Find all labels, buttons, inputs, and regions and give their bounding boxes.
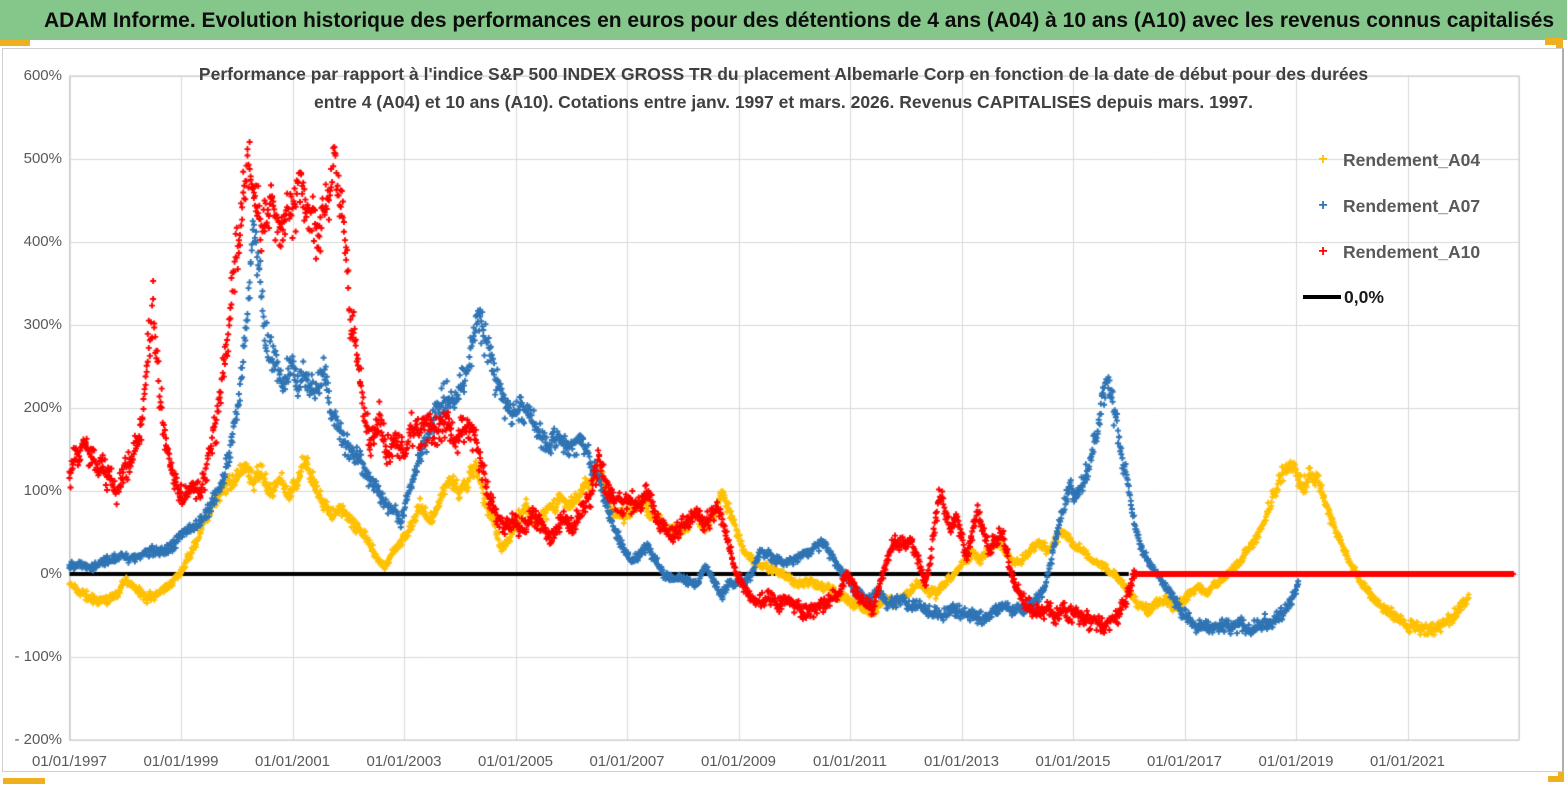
legend-label-a07: Rendement_A07	[1343, 195, 1481, 216]
x-axis-tick-label: 01/01/2007	[589, 753, 665, 770]
y-axis-tick-label: - 100%	[14, 648, 62, 665]
x-axis-tick-label: 01/01/2017	[1146, 753, 1223, 770]
x-axis-tick-label: 01/01/1997	[31, 753, 108, 770]
y-axis-tick-label: 400%	[23, 233, 62, 250]
legend-item-a10[interactable]: + Rendement_A10	[1303, 240, 1480, 264]
y-axis-tick-label: 500%	[23, 150, 62, 167]
x-axis-tick-label: 01/01/2001	[254, 753, 331, 770]
plus-marker-icon: +	[1318, 197, 1328, 214]
x-axis-tick-label: 01/01/2021	[1369, 753, 1446, 770]
y-axis-tick-label: 100%	[23, 482, 62, 499]
x-axis-tick-label: 01/01/2019	[1258, 753, 1334, 770]
legend-label-zero: 0,0%	[1344, 286, 1384, 307]
zero-line-sample-icon	[1303, 295, 1341, 299]
legend-label-a10: Rendement_A10	[1343, 241, 1481, 262]
x-axis-tick-label: 01/01/2005	[477, 753, 554, 770]
legend-label-a04: Rendement_A04	[1343, 149, 1481, 170]
plus-marker-icon: +	[1318, 151, 1328, 168]
y-axis-tick-label: 0%	[40, 565, 62, 582]
legend-item-a04[interactable]: + Rendement_A04	[1303, 148, 1480, 172]
chart-title-line2: entre 4 (A04) et 10 ans (A10). Cotations…	[314, 92, 1253, 112]
y-axis-tick-label: 200%	[23, 399, 62, 416]
x-axis-tick-label: 01/01/2003	[366, 753, 442, 770]
y-axis-tick-label: 300%	[23, 316, 62, 333]
plus-marker-icon: +	[1318, 243, 1328, 260]
x-axis-tick-label: 01/01/2013	[923, 753, 1000, 770]
chart-title-line1: Performance par rapport à l'indice S&P 5…	[198, 64, 1369, 84]
x-axis-tick-label: 01/01/2009	[700, 753, 777, 770]
y-axis-tick-label: 600%	[23, 67, 62, 84]
x-axis-tick-label: 01/01/2015	[1035, 753, 1111, 770]
chart-title: Performance par rapport à l'indice S&P 5…	[0, 60, 1567, 116]
x-axis-tick-label: 01/01/2011	[813, 753, 887, 770]
y-axis-tick-label: - 200%	[14, 731, 62, 748]
x-axis-tick-label: 01/01/1999	[143, 753, 219, 770]
legend-item-zero-line[interactable]: 0,0%	[1303, 285, 1384, 309]
legend-item-a07[interactable]: + Rendement_A07	[1303, 194, 1480, 218]
